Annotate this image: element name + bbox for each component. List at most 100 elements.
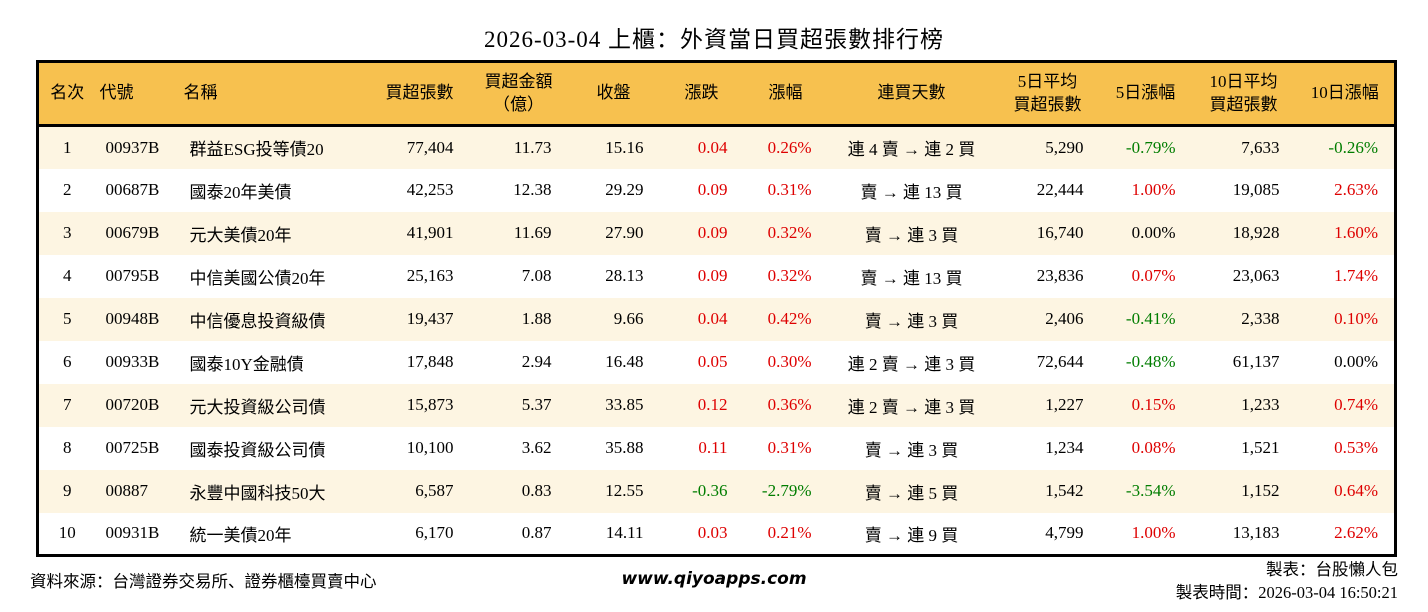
table-body: 1 00937B 群益ESG投等債20 77,404 11.73 15.16 0.04 0.2… [37,125,1396,556]
cell-change_pct: -2.79% [761,481,812,500]
cell-change_pct: 0.31% [767,180,812,199]
cell-net_buy_shares: 6,587 [415,481,454,500]
cell-avg5_net_buy: 16,740 [1036,223,1084,242]
cell-pct5: 1.00% [1131,180,1176,199]
cell-close: 12.55 [605,481,644,500]
cell-close: 16.48 [605,352,644,371]
cell-net_buy_amount_100m: 7.08 [521,266,552,285]
cell-change: 0.09 [697,223,728,242]
cell-avg10_net_buy: 1,152 [1241,481,1280,500]
cell-name: 中信美國公債20年 [189,268,326,288]
cell-net_buy_amount_100m: 1.88 [521,309,552,328]
table-row: 10 00931B 統一美債20年 6,170 0.87 14.11 0.03 0.21% 賣 … [38,513,1396,556]
cell-rank: 1 [63,137,72,157]
table-row: 3 00679B 元大美債20年 41,901 11.69 27.90 0.09 0.32% 賣… [37,211,1396,255]
footer-source: 資料來源：台灣證券交易所、證券櫃檯買賣中心 [30,572,377,591]
cell-avg5_net_buy: 23,836 [1036,266,1084,285]
cell-rank: 3 [63,223,72,242]
cell-change: 0.03 [697,523,728,543]
cell-code: 00687B [105,180,160,199]
footer-credits: 製表：台股懶人包 製表時間：2026-03-04 16:50:21 [1176,558,1398,604]
cell-change: 0.09 [697,266,728,285]
cell-pct10: 1.60% [1334,223,1378,242]
cell-code: 00679B [105,223,160,242]
table-row: 4 00795B 中信美國公債20年 25,163 7.08 28.13 0.09 0.32%… [38,255,1396,298]
table-row: 2 00687B 國泰20年美債 42,253 12.38 29.29 0.09 0.31% 賣… [38,169,1396,212]
cell-avg10_net_buy: 2,338 [1241,309,1280,328]
cell-avg5_net_buy: 2,406 [1045,309,1084,328]
column-header-pct5: 5日漲幅 [1099,61,1192,127]
cell-buy_streak: 賣 → 連 3 買 [864,440,959,460]
cell-buy_streak: 賣 → 連 5 買 [864,483,959,503]
cell-pct10: 2.63% [1334,180,1378,199]
cell-change: 0.05 [697,352,728,371]
page-title: 2026-03-04 上櫃：外資當日買超張數排行榜 [483,27,945,52]
column-header-avg5_net_buy: 5日平均 買超張數 [995,61,1100,127]
cell-avg5_net_buy: 1,234 [1045,438,1084,457]
cell-buy_streak: 連 4 賣 → 連 2 買 [847,140,976,160]
cell-close: 27.90 [605,223,644,242]
cell-pct5: 0.08% [1131,438,1176,457]
cell-change: 0.12 [697,395,728,414]
cell-code: 00725B [105,438,160,457]
cell-pct10: 0.74% [1334,395,1378,414]
cell-change_pct: 0.36% [767,395,812,414]
cell-code: 00795B [105,266,160,285]
cell-change_pct: 0.32% [767,223,812,242]
cell-pct5: 0.15% [1131,395,1176,414]
footer-time: 製表時間：2026-03-04 16:50:21 [1175,583,1398,602]
cell-rank: 10 [58,523,76,543]
cell-name: 永豐中國科技50大 [189,483,326,503]
column-header-change_pct: 漲幅 [743,61,828,127]
cell-avg10_net_buy: 18,928 [1232,223,1280,242]
cell-rank: 6 [63,352,72,371]
cell-pct5: 1.00% [1131,523,1176,543]
cell-avg5_net_buy: 5,290 [1045,137,1084,157]
cell-avg10_net_buy: 13,183 [1232,523,1280,543]
cell-avg10_net_buy: 23,063 [1232,266,1280,285]
cell-net_buy_shares: 17,848 [406,352,454,371]
table-row: 8 00725B 國泰投資級公司債 10,100 3.62 35.88 0.11 0.31% 賣… [38,427,1396,470]
cell-rank: 5 [63,309,72,328]
cell-close: 28.13 [605,266,644,285]
cell-close: 33.85 [605,395,644,414]
cell-net_buy_amount_100m: 11.69 [513,223,552,242]
cell-pct5: -0.79% [1125,137,1176,157]
cell-avg5_net_buy: 72,644 [1036,352,1084,371]
cell-code: 00933B [105,352,160,371]
cell-net_buy_amount_100m: 0.83 [521,481,552,500]
cell-close: 15.16 [605,137,644,157]
column-header-buy_streak: 連買天數 [827,61,996,127]
cell-change: -0.36 [692,481,728,500]
cell-buy_streak: 賣 → 連 13 買 [860,268,963,288]
cell-change_pct: 0.42% [767,309,812,328]
cell-change_pct: 0.30% [767,352,812,371]
table-row: 1 00937B 群益ESG投等債20 77,404 11.73 15.16 0.04 0.2… [37,125,1396,169]
cell-net_buy_shares: 10,100 [406,438,454,457]
cell-change_pct: 0.32% [767,266,812,285]
cell-pct10: 1.74% [1334,266,1378,285]
cell-pct5: 0.00% [1131,223,1176,242]
cell-avg10_net_buy: 7,633 [1241,137,1280,157]
cell-pct5: -0.48% [1125,352,1176,371]
cell-avg10_net_buy: 19,085 [1232,180,1280,199]
cell-buy_streak: 連 2 賣 → 連 3 買 [847,354,976,374]
header-row: 名次 代號 名稱 買超張數 買超金額 （億） 收盤 漲跌 漲幅 連買天數 5日平均 買超張數 5日漲… [37,61,1396,127]
table-row: 7 00720B 元大投資級公司債 15,873 5.37 33.85 0.12 0.36% 連… [37,383,1396,427]
cell-pct10: 0.53% [1334,438,1378,457]
column-header-close: 收盤 [567,61,660,127]
cell-name: 元大投資級公司債 [189,397,326,417]
cell-net_buy_shares: 42,253 [406,180,454,199]
cell-change: 0.09 [697,180,728,199]
cell-net_buy_shares: 6,170 [415,523,454,543]
cell-code: 00937B [105,137,160,157]
cell-buy_streak: 賣 → 連 3 買 [864,311,959,331]
cell-change_pct: 0.26% [767,137,812,157]
cell-name: 中信優息投資級債 [189,311,326,331]
cell-code: 00948B [105,309,160,328]
cell-avg5_net_buy: 1,227 [1045,395,1084,414]
cell-pct10: 0.10% [1334,309,1378,328]
cell-net_buy_shares: 41,901 [406,223,454,242]
cell-net_buy_shares: 19,437 [406,309,454,328]
